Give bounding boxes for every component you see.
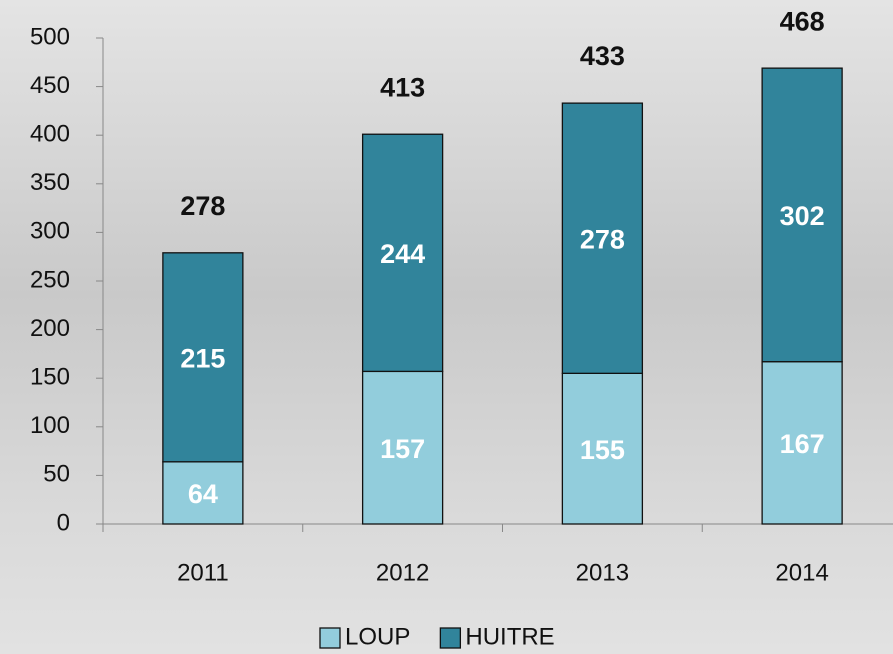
- data-label: 167: [780, 429, 825, 459]
- data-label: 278: [580, 224, 625, 254]
- y-tick-label: 200: [30, 315, 70, 342]
- legend-swatch: [440, 628, 460, 648]
- legend-label: LOUP: [345, 623, 410, 650]
- data-label: 215: [180, 343, 225, 373]
- y-tick-label: 350: [30, 169, 70, 196]
- legend-label: HUITRE: [465, 623, 554, 650]
- y-tick-label: 250: [30, 266, 70, 293]
- legend-swatch: [320, 628, 340, 648]
- total-label: 413: [380, 72, 425, 102]
- total-label: 433: [580, 41, 625, 71]
- y-tick-label: 100: [30, 412, 70, 439]
- y-tick-label: 150: [30, 364, 70, 391]
- y-tick-label: 500: [30, 23, 70, 50]
- y-tick-label: 0: [57, 509, 70, 536]
- y-tick-label: 50: [43, 461, 70, 488]
- data-label: 302: [780, 201, 825, 231]
- data-label: 244: [380, 239, 425, 269]
- chart: 0 50 100 150 200 250 300 350 400 450 500 64 215 278 20…: [0, 0, 893, 654]
- y-tick-label: 300: [30, 218, 70, 245]
- x-tick-label: 2013: [576, 559, 629, 586]
- total-label: 468: [780, 6, 825, 36]
- data-label: 157: [380, 434, 425, 464]
- x-tick-label: 2012: [376, 559, 429, 586]
- y-tick-label: 400: [30, 121, 70, 148]
- background: [0, 0, 893, 654]
- x-tick-label: 2011: [177, 559, 229, 586]
- x-tick-label: 2014: [775, 559, 828, 586]
- y-tick-label: 450: [30, 72, 70, 99]
- data-label: 64: [188, 479, 218, 509]
- total-label: 278: [180, 191, 225, 221]
- data-label: 155: [580, 435, 625, 465]
